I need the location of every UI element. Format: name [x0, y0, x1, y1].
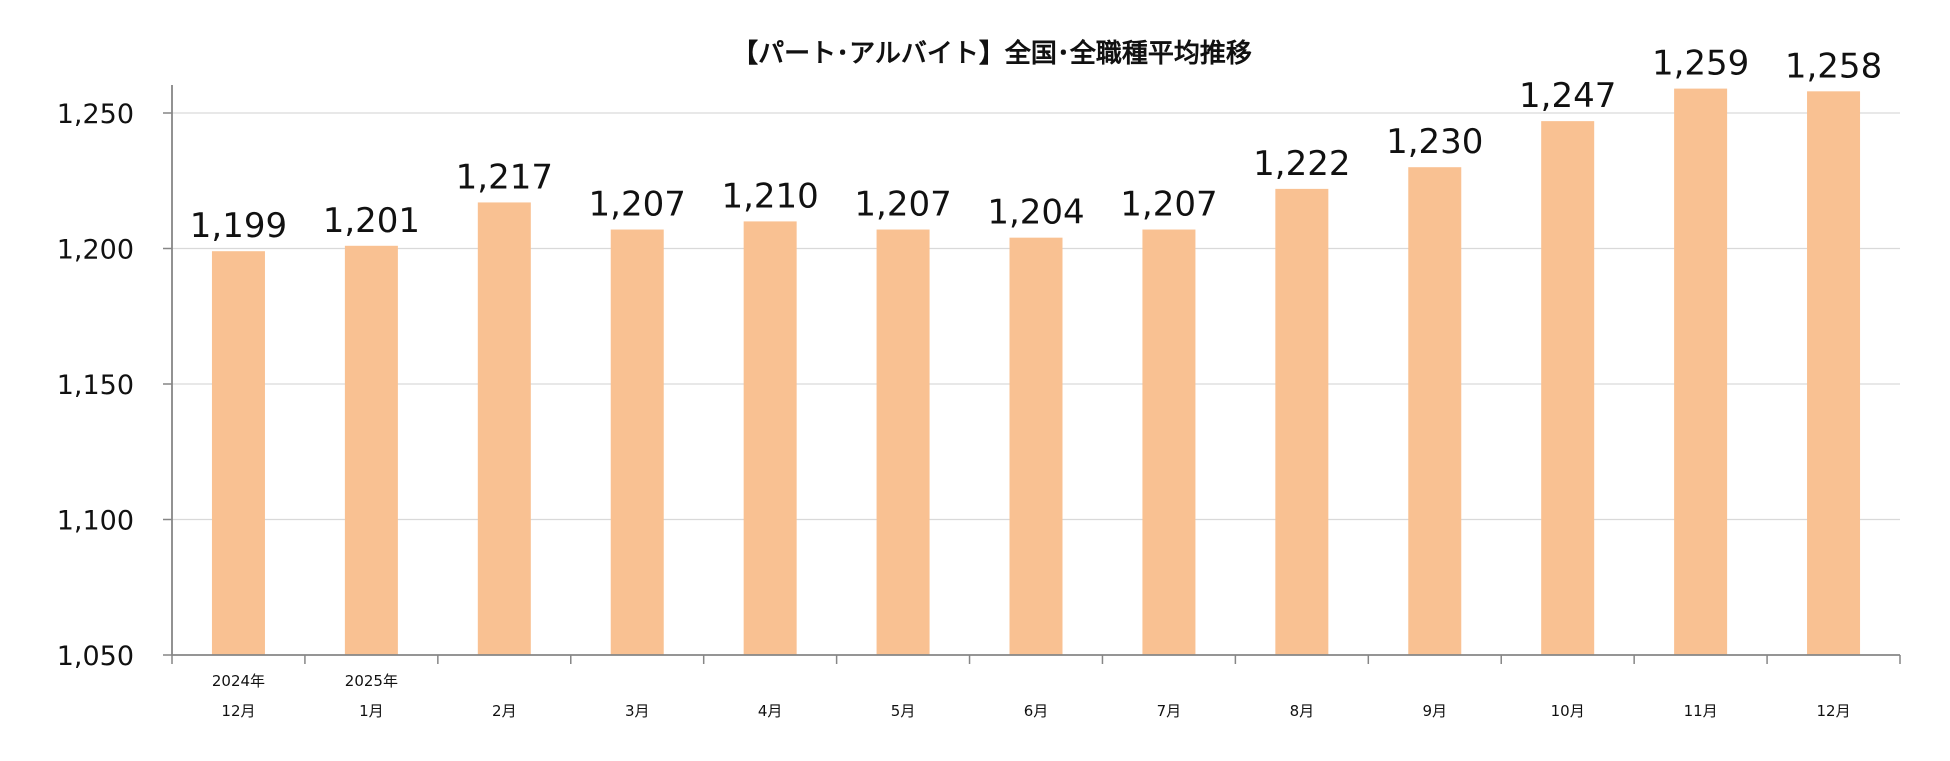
bar [1408, 167, 1462, 655]
data-label: 1,230 [1386, 122, 1483, 162]
x-tick-label: 7月 [1157, 702, 1182, 720]
data-label: 1,258 [1785, 46, 1882, 86]
x-tick-label: 8月 [1290, 702, 1315, 720]
data-label: 1,207 [589, 185, 686, 225]
x-tick-label-year: 2024年 [212, 672, 265, 690]
data-label: 1,204 [987, 193, 1084, 233]
bar [1275, 188, 1329, 655]
x-tick-label: 5月 [891, 702, 916, 720]
x-tick-label: 12月 [221, 702, 255, 720]
bar [1674, 88, 1728, 656]
bar [743, 221, 797, 655]
data-label: 1,199 [190, 206, 287, 246]
bar [1142, 229, 1196, 655]
x-tick-label: 2月 [492, 702, 517, 720]
y-tick-label: 1,100 [57, 506, 134, 537]
bar [1807, 91, 1861, 655]
data-label: 1,201 [323, 201, 420, 241]
x-tick-label: 10月 [1551, 702, 1585, 720]
bar [344, 245, 398, 656]
x-tick-label: 12月 [1816, 702, 1850, 720]
x-tick-label: 6月 [1024, 702, 1049, 720]
x-tick-label: 11月 [1684, 702, 1718, 720]
data-label: 1,207 [1120, 185, 1217, 225]
x-tick-label: 3月 [625, 702, 650, 720]
bar [211, 251, 265, 655]
data-labels: 1,199 1,201 1,217 1,207 1,210 1,207 1,204 1,207… [190, 44, 1882, 247]
data-label: 1,247 [1519, 76, 1616, 116]
bar [477, 202, 531, 655]
x-tick-label: 4月 [758, 702, 783, 720]
data-label: 1,222 [1253, 144, 1350, 184]
data-label: 1,259 [1652, 44, 1749, 84]
x-tick-label: 9月 [1422, 702, 1447, 720]
bar [1009, 237, 1063, 655]
data-label: 1,207 [854, 185, 951, 225]
data-label: 1,217 [456, 157, 553, 197]
bar [1541, 121, 1595, 655]
chart-title: 【パート･アルバイト】全国･全職種平均推移 [732, 38, 1252, 69]
bar [610, 229, 664, 655]
bars [211, 88, 1861, 656]
x-tick-label-year: 2025年 [345, 672, 398, 690]
bar [876, 229, 930, 655]
data-label: 1,210 [721, 176, 818, 216]
x-tick-label: 1月 [359, 702, 384, 720]
y-tick-label: 1,150 [57, 370, 134, 401]
y-tick-label: 1,050 [57, 641, 134, 672]
axes: 1,050 1,100 1,150 1,200 1,250 2024年 12月 2025年 1月… [57, 85, 1901, 720]
y-tick-label: 1,250 [57, 99, 134, 130]
y-tick-label: 1,200 [57, 235, 134, 266]
